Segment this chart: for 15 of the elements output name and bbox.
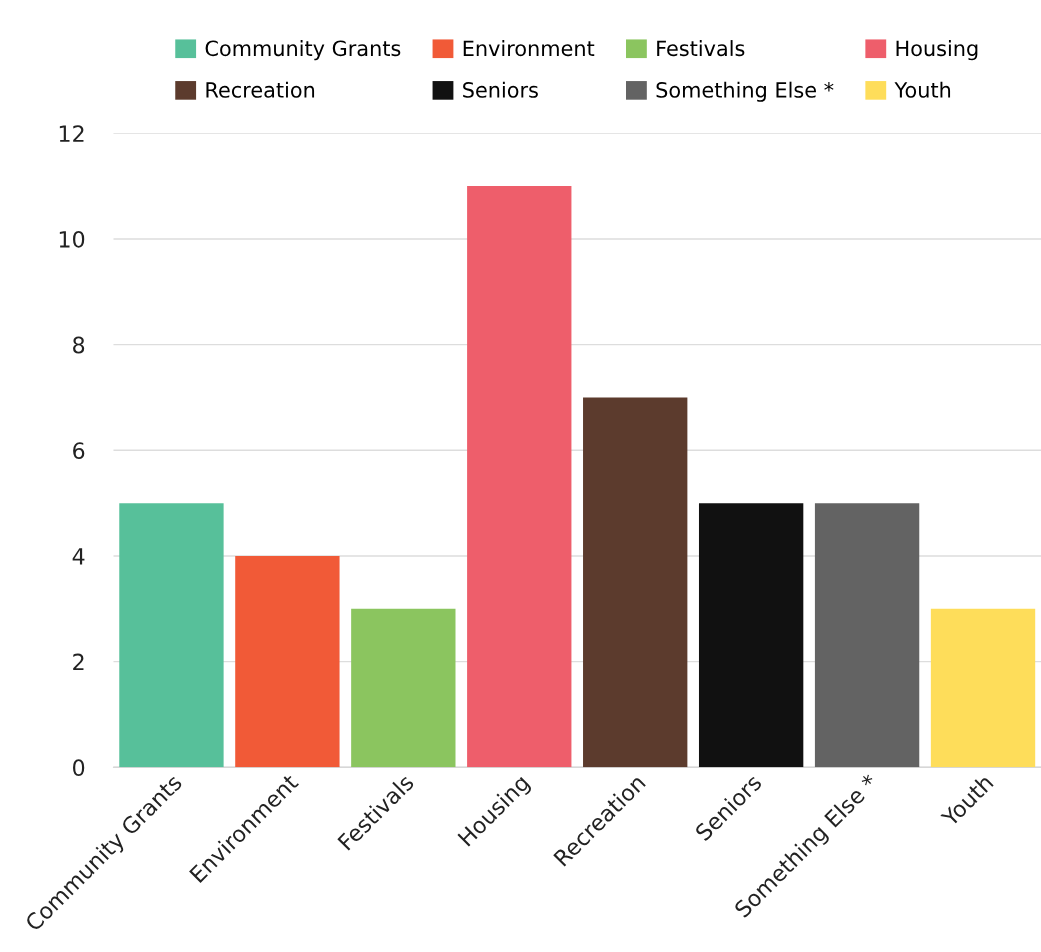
- y-tick-label: 10: [59, 230, 85, 248]
- legend-label: Seniors: [463, 81, 538, 98]
- legend-label: Environment: [463, 40, 595, 57]
- y-tick-label: 6: [73, 442, 85, 460]
- y-tick-label: 4: [72, 548, 85, 565]
- y-tick-label: 8: [73, 336, 85, 354]
- legend-label: Something Else *: [656, 81, 834, 102]
- legend-label: Community Grants: [205, 40, 401, 61]
- legend-label: Festivals: [657, 40, 745, 57]
- legend-label: Youth: [894, 81, 951, 98]
- y-tick-label: 0: [73, 759, 85, 777]
- legend-label: Housing: [896, 40, 978, 61]
- y-tick-label: 12: [59, 125, 84, 142]
- y-tick-label: 2: [73, 653, 84, 671]
- legend-label: Recreation: [206, 81, 315, 98]
